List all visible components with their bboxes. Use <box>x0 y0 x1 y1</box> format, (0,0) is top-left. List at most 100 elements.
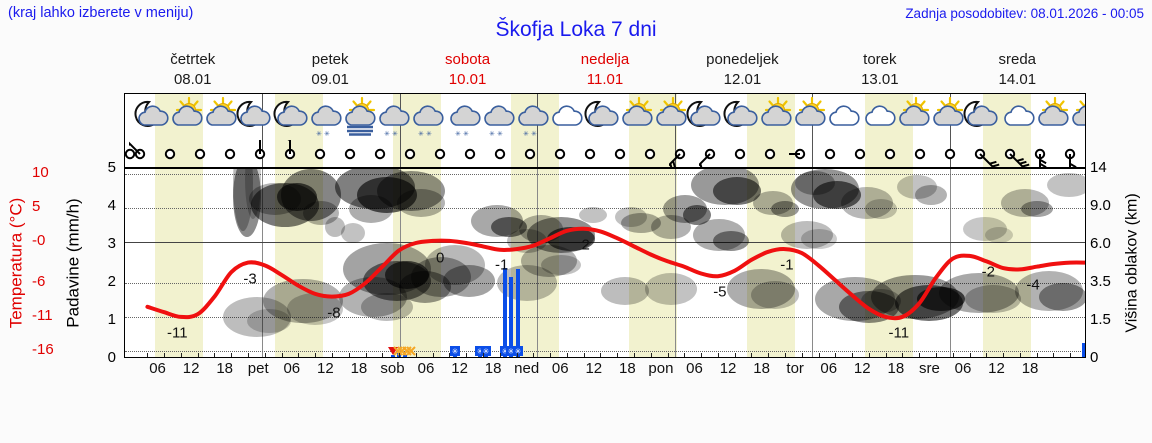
weather-icon-sun-cloud <box>1033 96 1073 138</box>
cloud-blob <box>693 219 745 251</box>
cloud-blob <box>1021 201 1053 217</box>
weather-icon-cloud <box>824 96 864 138</box>
x-axis-tick-mark <box>835 353 837 357</box>
x-tick-label: 06 <box>954 360 972 377</box>
svg-text:✳: ✳ <box>531 130 537 138</box>
wind-barb <box>879 140 913 166</box>
weather-icon-sun-cloud <box>1067 96 1085 138</box>
wind-barb <box>549 140 583 166</box>
x-axis-tick-row: 06 12 18 pet 06 12 18 sob 06 12 18 ned 06 12 18 pon 06 12… <box>124 360 1086 380</box>
wind-barb <box>339 140 373 166</box>
cloud-blob <box>579 207 607 223</box>
cloud-blob <box>915 185 947 205</box>
precipitation-bar <box>1082 342 1085 357</box>
wind-barb <box>519 140 553 166</box>
wind-barb <box>609 140 643 166</box>
weather-icon-sun-cloud <box>756 96 796 138</box>
cloud-blob <box>897 175 937 199</box>
wind-barb <box>729 140 763 166</box>
x-axis-tick-mark <box>231 353 233 357</box>
weather-icon-sun-cloud <box>790 96 830 138</box>
day-name: petek <box>311 51 349 68</box>
cloud-height-tick-label: 0 <box>1090 349 1099 366</box>
x-axis-tick-mark <box>1053 353 1055 357</box>
cloud-blob <box>1039 283 1085 311</box>
temperature-value-label: -1 <box>495 256 509 274</box>
day-name: sreda <box>998 51 1037 68</box>
x-axis-tick-mark <box>952 353 954 357</box>
x-tick-label: 18 <box>619 360 636 377</box>
cloud-blob <box>713 231 749 251</box>
cloud-blob <box>491 217 527 237</box>
x-axis-tick-mark <box>315 353 317 357</box>
day-separator-5 <box>812 140 813 167</box>
cloud-blob <box>1015 271 1083 311</box>
wind-barb <box>969 140 1003 167</box>
weather-icon-moon-cloud <box>685 96 725 138</box>
temperature-tick-label: -0 <box>32 232 46 250</box>
cloud-blob <box>385 261 429 289</box>
cloud-blob <box>985 227 1013 243</box>
temperature-value-label: -11 <box>888 324 910 342</box>
chart-hgrid-1 <box>125 208 1085 209</box>
wind-barb <box>666 140 703 167</box>
day-date: 13.01 <box>861 71 899 88</box>
svg-text:✳: ✳ <box>502 347 509 356</box>
x-axis-tick-mark <box>399 353 401 357</box>
cloud-blob <box>339 277 407 317</box>
x-tick-label: 12 <box>451 360 468 377</box>
x-axis-tick-mark <box>197 353 199 357</box>
x-axis-tick-mark <box>248 353 250 357</box>
weather-icon-moon-cloud <box>272 96 312 138</box>
x-axis-tick-mark <box>852 353 854 357</box>
precipitation-bar <box>391 354 396 357</box>
x-tick-label: 06 <box>686 360 703 377</box>
cloud-height-axis-title: Višina oblakov (km) <box>1118 168 1148 358</box>
cloud-blob <box>233 169 253 231</box>
cloud-blob <box>727 269 795 309</box>
x-axis-tick-mark <box>818 353 820 357</box>
weather-icon-cloud <box>860 96 900 138</box>
cloud-blob <box>865 199 897 219</box>
x-axis-tick-mark <box>633 353 635 357</box>
cloud-blob <box>521 245 577 277</box>
x-axis-tick-mark <box>768 353 770 357</box>
svg-text:✳: ✳ <box>482 347 489 356</box>
precipitation-tick-label: 4 <box>107 197 116 214</box>
cloud-height-tick-label: 3.5 <box>1090 273 1111 290</box>
x-tick-label: 12 <box>853 360 871 377</box>
temperature-value-label: -4 <box>1026 276 1040 294</box>
wind-barb <box>399 140 433 166</box>
precipitation-bar <box>515 269 520 357</box>
x-axis-tick-mark <box>382 353 384 357</box>
x-axis-tick-mark <box>466 353 468 357</box>
temperature-axis-title-text: Temperatura (°C) <box>6 197 25 329</box>
svg-text:✳: ✳ <box>523 130 529 138</box>
x-axis-tick-mark <box>432 353 434 357</box>
x-tick-label: 18 <box>887 360 905 377</box>
daylight-band-2 <box>393 140 441 167</box>
x-axis-tick-mark <box>147 353 149 357</box>
svg-text:✳: ✳ <box>384 130 390 138</box>
cloud-density-raster <box>223 169 1085 337</box>
weather-icon-sun-cloud <box>617 96 657 138</box>
svg-text:✳: ✳ <box>426 130 432 138</box>
cloud-blob <box>861 289 901 313</box>
wind-barb <box>909 140 943 166</box>
cloud-blob <box>965 285 1021 313</box>
day-name: sobota <box>445 51 491 68</box>
x-axis-tick-mark <box>784 353 786 357</box>
day-date: 09.01 <box>311 71 349 88</box>
precipitation-tick-label: 2 <box>107 273 116 290</box>
weather-icon-cloud <box>547 96 587 138</box>
wind-barb <box>159 140 193 166</box>
day-header-sobota: sobota 10.01 <box>399 50 536 92</box>
chart-vgrid-3 <box>537 169 538 357</box>
x-axis-tick-mark <box>868 353 870 357</box>
cloud-blob <box>425 245 485 285</box>
x-tick-label: 12 <box>317 360 334 377</box>
day-date: 11.01 <box>586 71 624 88</box>
temperature-value-label: -1 <box>780 256 794 274</box>
day-separator-3 <box>537 140 538 167</box>
cloud-blob <box>399 271 451 303</box>
